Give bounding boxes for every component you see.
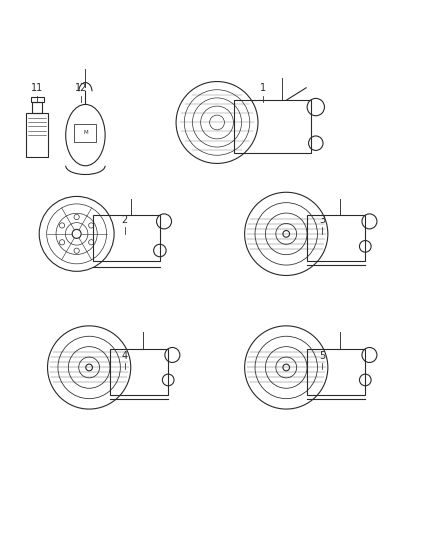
Bar <box>31 97 44 102</box>
Text: M: M <box>83 131 88 135</box>
Bar <box>74 124 96 142</box>
Bar <box>307 349 365 394</box>
Bar <box>307 215 365 261</box>
Text: 4: 4 <box>122 351 128 361</box>
Bar <box>26 113 48 157</box>
Text: 2: 2 <box>122 215 128 225</box>
Bar <box>234 100 311 153</box>
Text: 3: 3 <box>319 215 325 225</box>
Bar <box>93 215 160 261</box>
Text: 12: 12 <box>75 84 87 93</box>
Bar <box>110 349 168 394</box>
Text: 5: 5 <box>319 351 325 361</box>
Bar <box>32 102 42 113</box>
Text: 1: 1 <box>260 84 266 93</box>
Text: 11: 11 <box>31 84 43 93</box>
